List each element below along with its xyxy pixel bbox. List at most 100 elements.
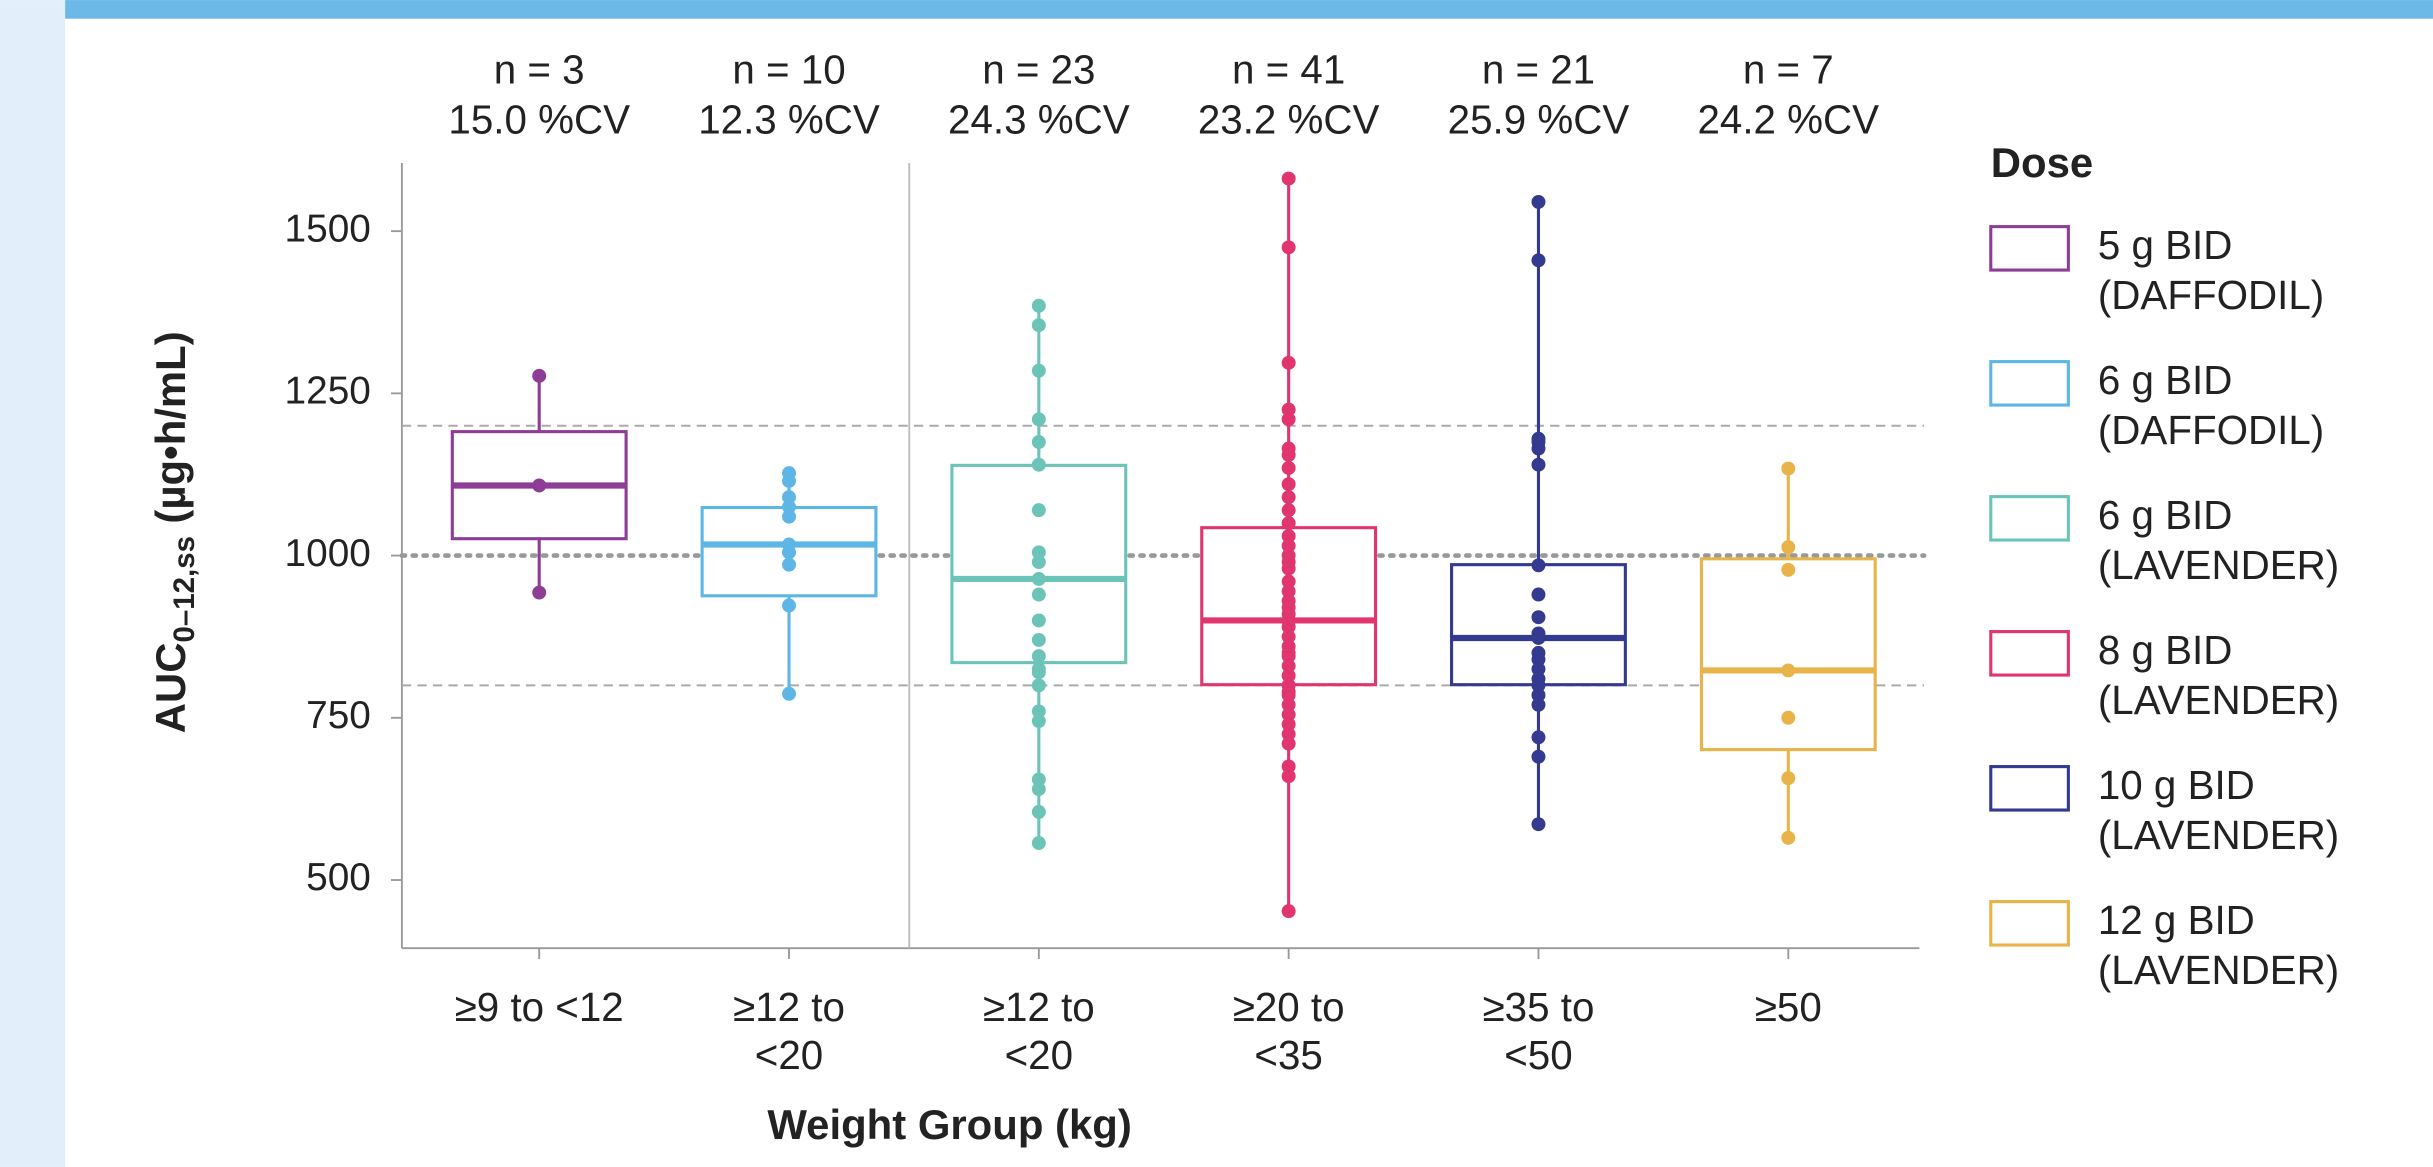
data-point xyxy=(1781,540,1796,555)
y-tick-label: 1000 xyxy=(285,532,371,575)
legend-title: Dose xyxy=(1991,139,2093,186)
data-point xyxy=(1281,649,1296,664)
n-label: n = 7 xyxy=(1743,47,1834,93)
data-point xyxy=(1031,555,1046,570)
x-tick-label-box: ≥12 to <20 xyxy=(733,983,845,1079)
legend-swatch xyxy=(1989,360,2070,407)
data-point xyxy=(1031,665,1046,680)
data-point xyxy=(1031,714,1046,729)
legend-label-box: 12 g BID (LAVENDER) xyxy=(2098,897,2339,993)
data-point xyxy=(1281,538,1296,553)
data-point xyxy=(1531,662,1546,677)
data-point xyxy=(1031,632,1046,647)
legend-swatch xyxy=(1989,900,2070,947)
cv-label: 25.9 %CV xyxy=(1448,96,1630,142)
legend-label-box: 6 g BID (DAFFODIL) xyxy=(2097,356,2325,454)
data-point xyxy=(1281,561,1296,576)
data-point xyxy=(1281,240,1296,255)
data-point xyxy=(1531,558,1546,573)
y-tick-label: 500 xyxy=(306,856,371,899)
data-point xyxy=(1281,412,1296,427)
data-point xyxy=(1281,697,1296,712)
x-tick-label: ≥12 to <20 xyxy=(982,983,1095,1079)
data-point xyxy=(1031,298,1046,313)
data-point xyxy=(1531,587,1546,602)
data-point xyxy=(1781,830,1796,845)
y-axis-title: AUC0–12,ss (µg•h/mL) xyxy=(147,331,201,733)
data-point xyxy=(1531,253,1546,268)
cv-label: 15.0 %CV xyxy=(448,96,630,142)
data-point xyxy=(782,490,797,505)
data-point xyxy=(1031,457,1046,472)
data-point xyxy=(1281,503,1296,518)
box xyxy=(1699,557,1877,752)
data-point xyxy=(1531,749,1546,764)
x-tick-label: ≥12 to <20 xyxy=(733,983,845,1079)
data-point xyxy=(782,509,797,524)
data-point xyxy=(782,686,797,701)
data-point xyxy=(782,557,797,572)
data-point xyxy=(1281,629,1296,644)
data-point xyxy=(1781,461,1796,476)
data-point xyxy=(782,499,797,514)
data-point xyxy=(1281,759,1296,774)
y-title-sub: 0–12,ss xyxy=(168,536,201,643)
data-point xyxy=(1031,435,1046,449)
data-point xyxy=(1031,782,1046,797)
data-point xyxy=(1281,355,1296,370)
data-point xyxy=(1531,817,1546,832)
legend-label: 8 g BID (LAVENDER) xyxy=(2097,626,2340,724)
x-tick-label: ≥35 to <50 xyxy=(1482,983,1595,1079)
data-point xyxy=(1031,649,1046,664)
legend-swatch xyxy=(1989,630,2070,677)
data-point xyxy=(1281,658,1296,673)
data-point xyxy=(1531,194,1546,209)
legend-swatch xyxy=(1989,495,2070,542)
x-axis-title: Weight Group (kg) xyxy=(767,1101,1131,1148)
y-tick-label: 1250 xyxy=(285,370,371,413)
data-point xyxy=(1531,697,1546,712)
legend-label-box: 6 g BID (LAVENDER) xyxy=(2097,491,2340,589)
n-label: n = 3 xyxy=(494,47,585,93)
data-point xyxy=(1781,771,1796,786)
x-tick-label-box: ≥35 to <50 xyxy=(1482,983,1595,1079)
x-tick-label-box: ≥9 to <12 xyxy=(454,983,624,1031)
data-point xyxy=(1031,545,1046,560)
n-label: n = 41 xyxy=(1232,47,1345,93)
cv-label: 24.2 %CV xyxy=(1697,96,1879,142)
y-tick-label: 1500 xyxy=(285,207,371,250)
data-point xyxy=(1531,730,1546,745)
data-point xyxy=(782,473,797,488)
cv-label: 12.3 %CV xyxy=(698,96,880,142)
data-point xyxy=(1281,529,1296,544)
legend-label: 6 g BID (LAVENDER) xyxy=(2097,491,2340,589)
data-point xyxy=(1031,836,1046,851)
y-title-main: AUC xyxy=(147,643,194,734)
data-point xyxy=(1281,171,1296,186)
data-point xyxy=(1281,460,1296,475)
data-point xyxy=(1781,710,1796,725)
data-point xyxy=(1281,668,1296,683)
data-point xyxy=(1281,477,1296,492)
legend-label: 6 g BID (DAFFODIL) xyxy=(2097,356,2325,454)
legend-label-box: 10 g BID (LAVENDER) xyxy=(2098,762,2339,858)
top-bar xyxy=(65,0,2433,19)
legend-swatch xyxy=(1989,765,2070,812)
n-label: n = 21 xyxy=(1482,47,1595,93)
data-point xyxy=(1031,412,1046,427)
x-tick-label-box: ≥50 xyxy=(1755,984,1822,1031)
x-tick-label: ≥20 to <35 xyxy=(1232,983,1345,1079)
cv-label: 24.3 %CV xyxy=(948,96,1130,142)
data-point xyxy=(1531,610,1546,625)
cv-label: 23.2 %CV xyxy=(1198,96,1380,142)
data-point xyxy=(1781,562,1796,577)
legend-swatch xyxy=(1989,225,2070,272)
data-point xyxy=(1031,772,1046,787)
x-tick-label: ≥9 to <12 xyxy=(454,983,624,1031)
data-point xyxy=(1531,457,1546,472)
data-point xyxy=(1531,678,1546,693)
data-point xyxy=(1031,363,1046,378)
data-point xyxy=(1281,574,1296,589)
y-title-unit: (µg•h/mL) xyxy=(147,331,194,523)
